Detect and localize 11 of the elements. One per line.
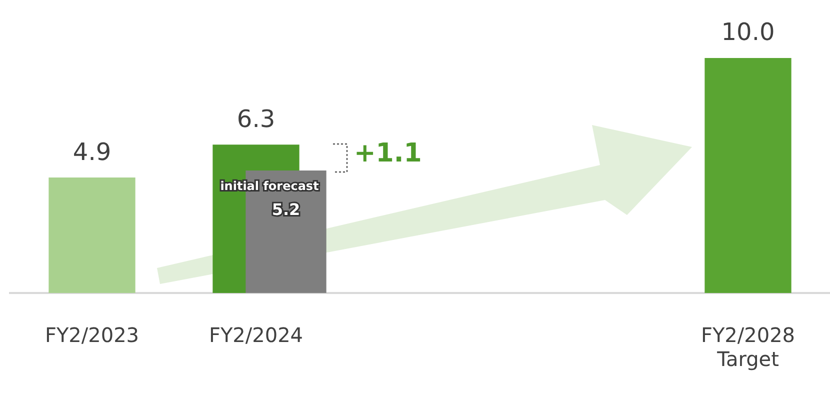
bar — [48, 178, 136, 293]
data-label: 6.3 — [236, 105, 276, 134]
x-tick-label: FY2/2028 Target — [700, 323, 796, 372]
annotation: +1.1 — [354, 138, 422, 169]
x-tick-label: FY2/2023 — [44, 323, 140, 348]
bar — [704, 58, 792, 293]
data-label: 10.0 — [721, 18, 775, 46]
data-label: 4.9 — [72, 138, 112, 166]
annotation: initial forecast — [220, 178, 320, 193]
data-label: 5.2 — [272, 200, 300, 219]
x-tick-label: FY2/2024 — [208, 323, 304, 348]
